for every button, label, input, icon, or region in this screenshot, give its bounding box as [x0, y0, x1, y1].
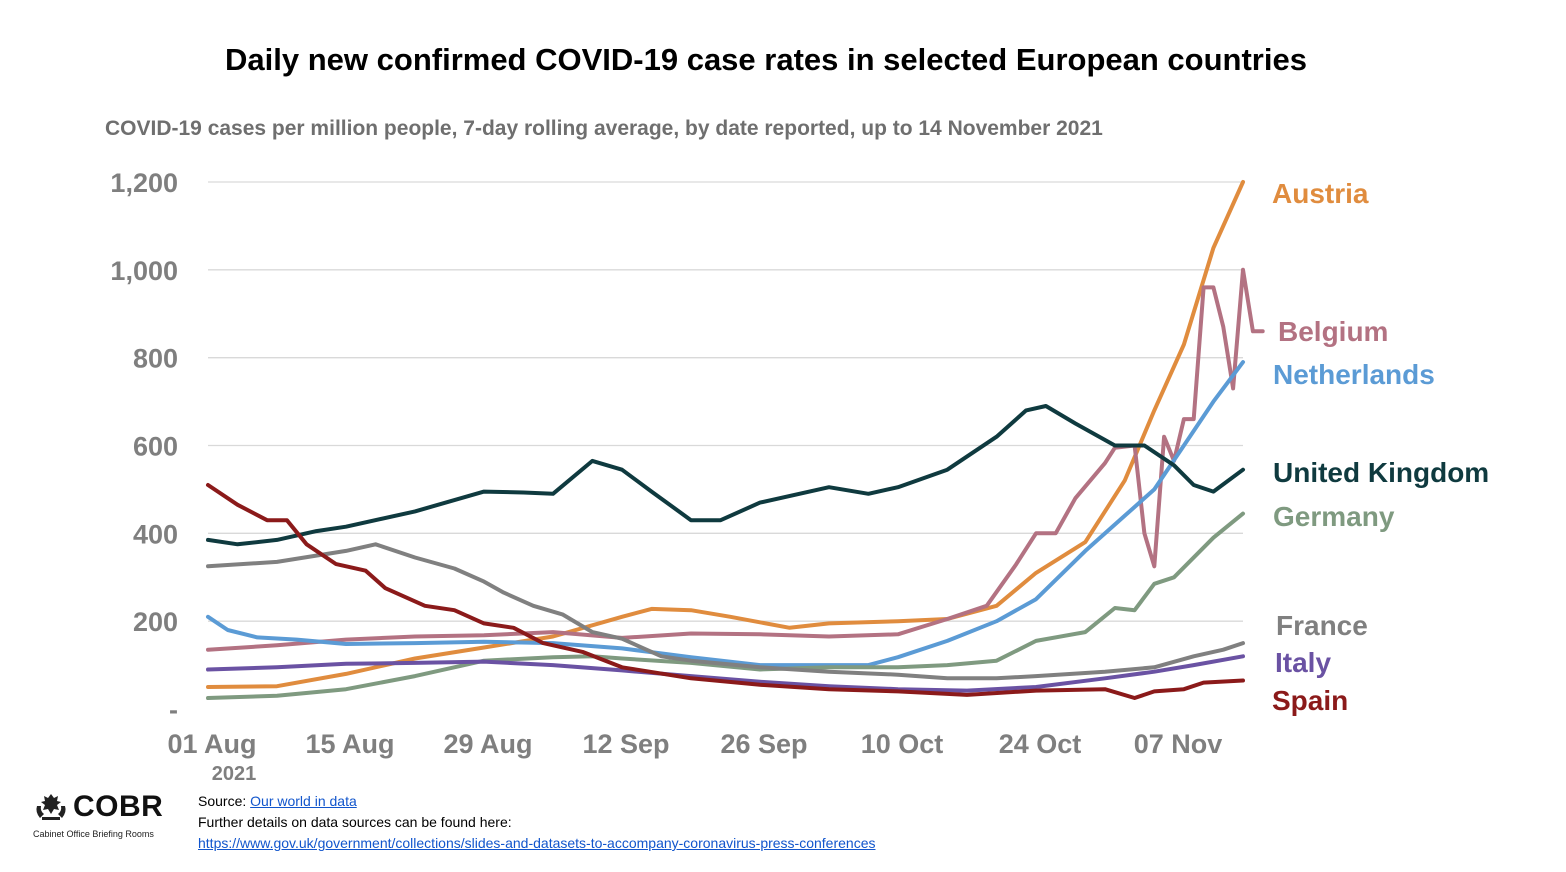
- y-tick-label: 1,000: [110, 256, 178, 286]
- y-tick-label: -: [169, 695, 178, 725]
- x-tick-label: 01 Aug: [167, 729, 256, 759]
- y-tick-label: 400: [133, 519, 178, 549]
- logo-wordmark: COBR: [73, 790, 164, 823]
- source-link[interactable]: Our world in data: [250, 793, 357, 809]
- series-label-austria: Austria: [1272, 178, 1369, 209]
- x-tick-label: 10 Oct: [861, 729, 944, 759]
- series-line-netherlands: [206, 360, 1245, 668]
- x-tick-label: 26 Sep: [720, 729, 807, 759]
- series-line-germany: [206, 511, 1245, 700]
- chart-subtitle: COVID-19 cases per million people, 7-day…: [105, 117, 1103, 140]
- y-tick-label: 800: [133, 344, 178, 374]
- source-prefix: Source:: [198, 793, 251, 809]
- series-label-belgium: Belgium: [1278, 316, 1388, 347]
- series-line-france: [206, 542, 1245, 681]
- y-tick-label: 600: [133, 432, 178, 462]
- x-tick-label: 29 Aug: [443, 729, 532, 759]
- series-line-spain: [206, 483, 1245, 700]
- royal-crest-icon: [36, 794, 66, 820]
- series-label-italy: Italy: [1275, 647, 1331, 678]
- series-label-united-kingdom: United Kingdom: [1273, 457, 1489, 488]
- y-tick-label: 1,200: [110, 168, 178, 198]
- series-line-united-kingdom: [206, 404, 1245, 547]
- x-tick-label: 07 Nov: [1134, 729, 1223, 759]
- details-text: Further details on data sources can be f…: [198, 814, 512, 830]
- logo-subtitle: Cabinet Office Briefing Rooms: [33, 829, 154, 839]
- x-year-label: 2021: [212, 763, 257, 785]
- series-labels: Austria Belgium Netherlands United Kingdom G…: [1272, 178, 1489, 716]
- series-label-netherlands: Netherlands: [1273, 359, 1435, 390]
- x-tick-label: 15 Aug: [305, 729, 394, 759]
- series-label-germany: Germany: [1273, 501, 1395, 532]
- chart-title: Daily new confirmed COVID-19 case rates …: [225, 42, 1307, 77]
- series-label-france: France: [1276, 610, 1368, 641]
- x-tick-label: 24 Oct: [999, 729, 1082, 759]
- series-lines: [206, 180, 1265, 700]
- series-line-belgium: [206, 267, 1265, 652]
- x-axis-ticks: 01 Aug 15 Aug 29 Aug 12 Sep 26 Sep 10 Oct 24 O…: [167, 729, 1222, 785]
- y-tick-label: 200: [133, 607, 178, 637]
- series-label-spain: Spain: [1272, 685, 1348, 716]
- cobr-logo: COBR Cabinet Office Briefing Rooms: [33, 790, 173, 839]
- series-line-italy: [206, 654, 1245, 693]
- gridlines: [208, 181, 1243, 622]
- source-footer: Source: Our world in data Further detail…: [198, 791, 876, 854]
- series-line-austria: [206, 180, 1245, 689]
- y-axis-ticks: - 200 400 600 800 1,000 1,200: [110, 168, 178, 725]
- x-tick-label: 12 Sep: [582, 729, 669, 759]
- details-link[interactable]: https://www.gov.uk/government/collection…: [198, 835, 876, 851]
